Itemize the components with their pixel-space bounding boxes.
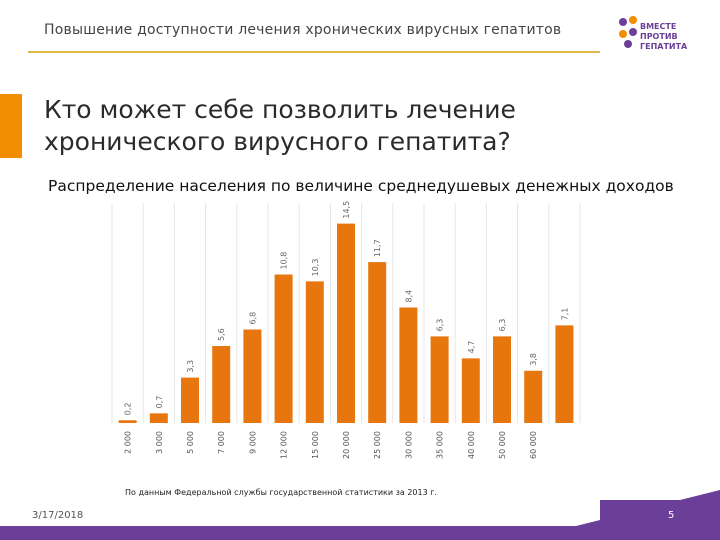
data-label: 11,7 xyxy=(373,239,382,257)
chart-bar xyxy=(430,336,449,423)
chart-bar xyxy=(337,223,355,423)
x-tick-label: 3 000 xyxy=(155,431,164,454)
x-tick-label: 5 000 xyxy=(186,431,195,454)
chart-bar xyxy=(149,413,168,423)
data-label: 7,1 xyxy=(560,308,569,321)
x-tick-label: 20 000 xyxy=(342,431,351,459)
footer-block xyxy=(600,500,720,526)
data-label: 5,6 xyxy=(217,328,226,341)
logo-icon xyxy=(619,16,637,48)
data-label: 8,4 xyxy=(404,290,413,303)
header-rule xyxy=(28,51,600,53)
chart-bar xyxy=(524,370,543,423)
data-label: 10,8 xyxy=(280,252,289,270)
bar-chart: 0,2 2 000 0,7 3 000 3,3 5 000 5,6 7 000 6,8 9 000… xyxy=(111,201,581,459)
x-tick-label: 25 000 xyxy=(373,431,382,459)
x-tick-label: 60 000 xyxy=(529,431,538,459)
chart-bar xyxy=(399,307,418,423)
footer-bar xyxy=(0,526,720,540)
x-tick-label: 7 000 xyxy=(217,431,226,454)
x-tick-label: 35 000 xyxy=(436,431,445,459)
footer-date: 3/17/2018 xyxy=(32,510,84,521)
chart-bar xyxy=(305,281,324,423)
x-tick-label: 9 000 xyxy=(248,431,257,454)
data-label: 6,3 xyxy=(498,319,507,332)
data-label: 0,7 xyxy=(155,396,164,409)
chart-bar xyxy=(118,420,137,423)
x-tick-label: 2 000 xyxy=(124,431,133,454)
chart-bar xyxy=(181,377,199,423)
logo-line2: ПРОТИВ ГЕПАТИТА xyxy=(640,32,688,51)
chart-bar xyxy=(461,358,480,423)
x-tick-label: 50 000 xyxy=(498,431,507,459)
data-label: 3,8 xyxy=(529,353,538,366)
chart-bar xyxy=(243,329,262,423)
logo-text: ВМЕСТЕ ПРОТИВ ГЕПАТИТА xyxy=(640,22,720,52)
data-label: 3,3 xyxy=(186,360,195,373)
chart-bar xyxy=(274,274,293,423)
data-label: 4,7 xyxy=(467,341,476,354)
chart-bar xyxy=(212,346,231,423)
data-label: 14,5 xyxy=(342,201,351,219)
x-tick-label: 12 000 xyxy=(280,431,289,459)
source-note: По данным Федеральной службы государстве… xyxy=(125,488,437,497)
logo-line1: ВМЕСТЕ xyxy=(640,22,677,31)
x-tick-label: 30 000 xyxy=(404,431,413,459)
chart-bar xyxy=(493,336,511,423)
page-number: 5 xyxy=(668,510,675,521)
accent-bar xyxy=(0,94,22,158)
data-label: 0,2 xyxy=(124,403,133,416)
data-label: 6,3 xyxy=(436,319,445,332)
data-label: 6,8 xyxy=(248,312,257,325)
page-title: Кто может себе позволить лечение хрониче… xyxy=(44,95,516,156)
header-title: Повышение доступности лечения хронически… xyxy=(44,22,562,38)
data-label: 10,3 xyxy=(311,259,320,277)
x-tick-label: 40 000 xyxy=(467,431,476,459)
chart-bar xyxy=(368,262,387,423)
chart-subtitle: Распределение населения по величине сред… xyxy=(48,177,674,195)
x-tick-label: 15 000 xyxy=(311,431,320,459)
chart-bar xyxy=(555,325,574,423)
